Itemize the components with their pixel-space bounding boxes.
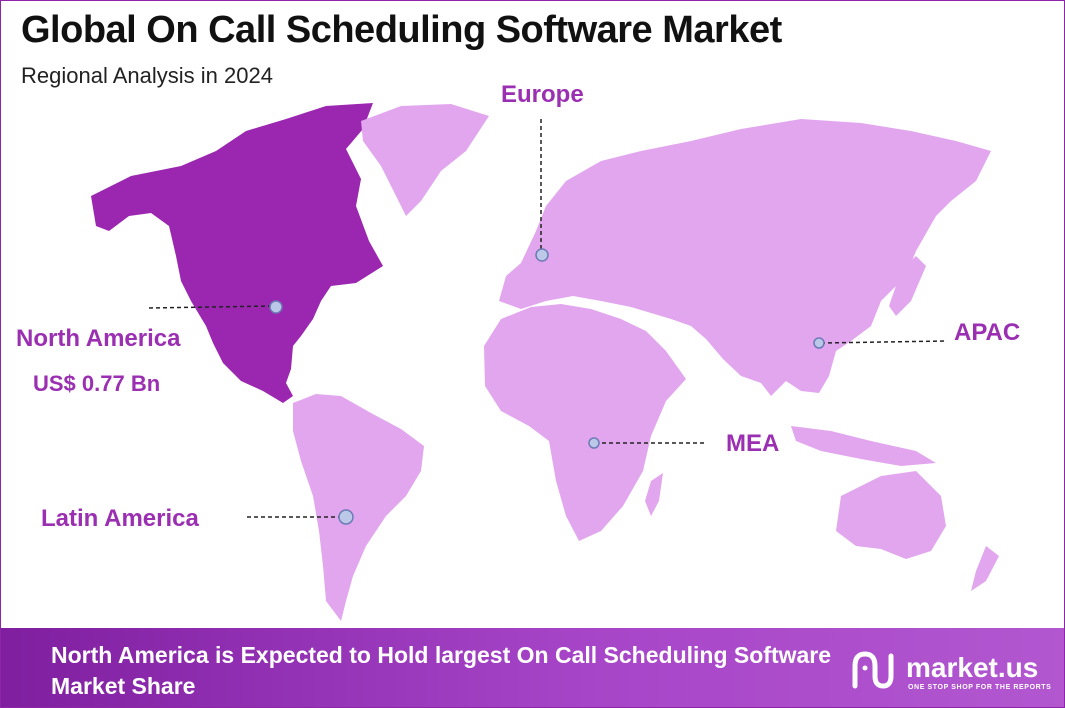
region-label-mea: MEA xyxy=(726,430,780,457)
region-value-north-america: US$ 0.77 Bn xyxy=(33,371,161,396)
chart-title: Global On Call Scheduling Software Marke… xyxy=(21,9,782,51)
region-label-europe: Europe xyxy=(501,81,584,108)
region-label-apac: APAC xyxy=(954,319,1021,346)
region-label-latin-america: Latin America xyxy=(41,505,199,532)
apac-marker xyxy=(813,337,825,349)
brand-tagline: ONE STOP SHOP FOR THE REPORTS xyxy=(908,684,1052,691)
footer-banner: North America is Expected to Hold larges… xyxy=(1,628,1064,707)
latin-america-marker xyxy=(338,509,354,525)
north-america-marker xyxy=(269,300,283,314)
map-eurasia xyxy=(499,119,991,396)
map-africa xyxy=(484,304,686,541)
europe-marker xyxy=(535,248,549,262)
market-us-logo-icon xyxy=(852,651,894,689)
map-latin-america xyxy=(293,394,424,621)
map-japan xyxy=(889,256,926,316)
map-new-zealand xyxy=(971,546,999,591)
footer-text: North America is Expected to Hold larges… xyxy=(51,642,832,699)
map-madagascar xyxy=(645,473,663,516)
chart-subtitle: Regional Analysis in 2024 xyxy=(21,63,273,88)
mea-marker xyxy=(588,437,600,449)
map-north-america xyxy=(91,103,383,403)
map-indonesia xyxy=(791,426,936,466)
region-label-north-america: North America xyxy=(16,325,181,352)
brand-name: market.us xyxy=(906,652,1039,683)
map-greenland xyxy=(361,104,489,216)
map-australia xyxy=(836,471,946,559)
